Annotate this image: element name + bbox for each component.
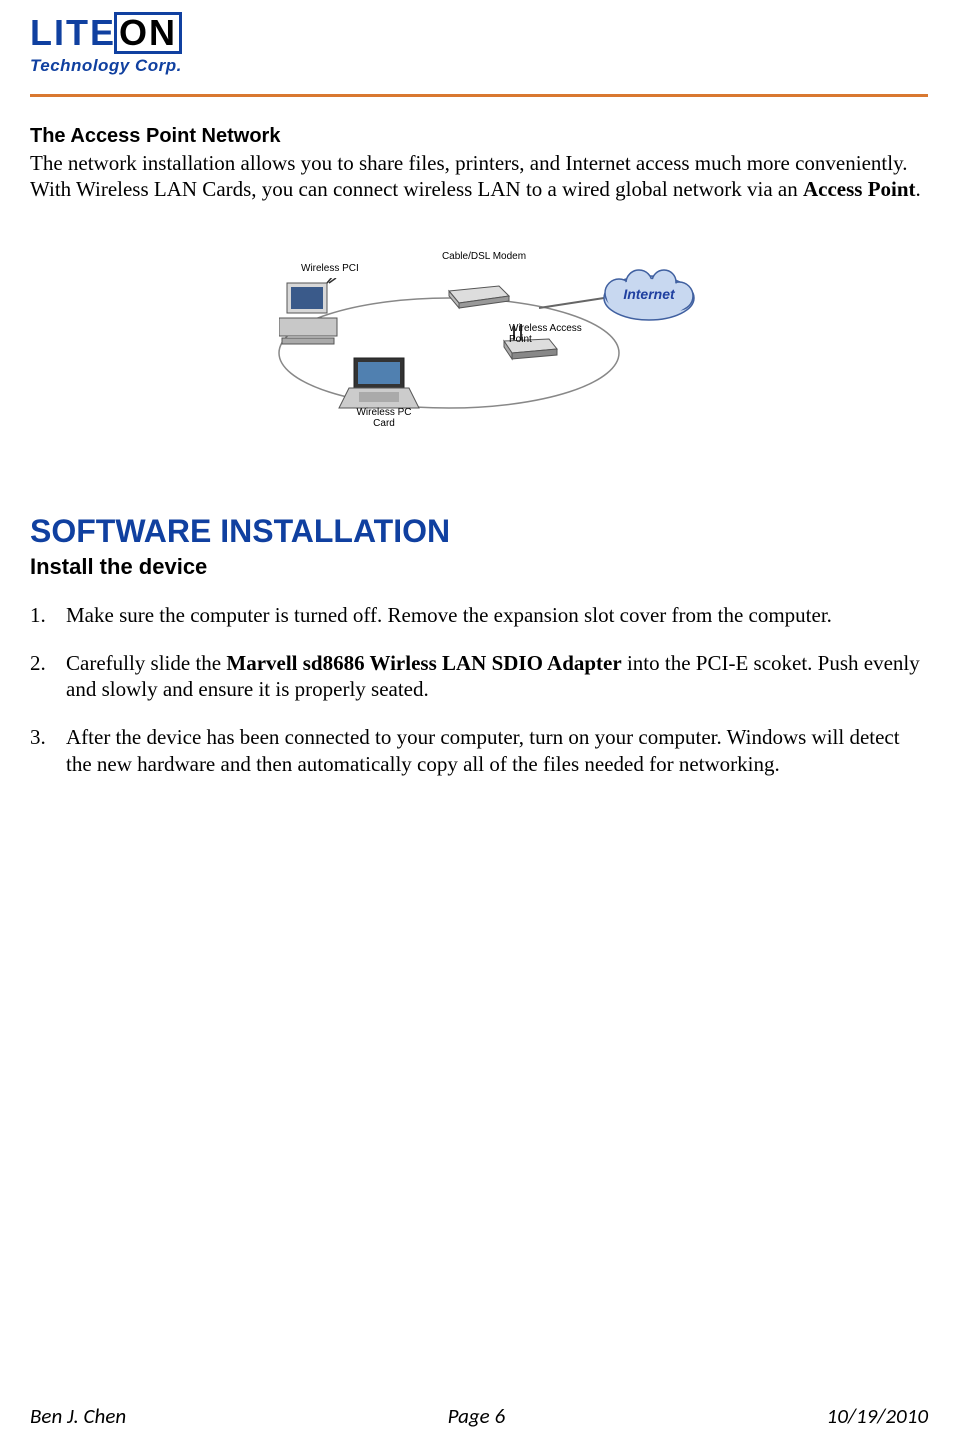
logo-text-part2: ON <box>114 12 182 54</box>
step-number: 2. <box>30 650 66 703</box>
step-number: 3. <box>30 724 66 777</box>
list-item: 3. After the device has been connected t… <box>30 724 928 777</box>
heading-software-installation: SOFTWARE INSTALLATION <box>30 513 928 550</box>
internet-label: Internet <box>599 286 699 302</box>
subtitle-install-device: Install the device <box>30 554 928 580</box>
step-number: 1. <box>30 602 66 628</box>
footer: Ben J. Chen Page 6 10/19/2010 <box>30 1403 928 1429</box>
modem-icon <box>439 271 519 316</box>
footer-date: 10/19/2010 <box>827 1403 928 1429</box>
logo-main: LITEON <box>30 12 182 54</box>
desktop-pc-icon <box>279 278 349 353</box>
body-text-bold: Access Point <box>803 177 916 201</box>
label-wireless-pci: Wireless PCI <box>301 263 359 274</box>
label-wireless-pc-card: Wireless PC Card <box>354 407 414 429</box>
logo: LITEON Technology Corp. <box>30 12 928 76</box>
list-item: 2. Carefully slide the Marvell sd8686 Wi… <box>30 650 928 703</box>
header: LITEON Technology Corp. <box>0 0 958 76</box>
footer-page: Page 6 <box>448 1403 505 1429</box>
internet-cloud-icon: Internet <box>599 268 699 323</box>
logo-text-part1: LITE <box>30 12 116 53</box>
list-item: 1. Make sure the computer is turned off.… <box>30 602 928 628</box>
content-area: The Access Point Network The network ins… <box>0 97 958 777</box>
footer-author: Ben J. Chen <box>30 1403 126 1429</box>
label-wireless-ap: Wireless Access Point <box>509 323 599 345</box>
install-steps-list: 1. Make sure the computer is turned off.… <box>30 602 928 777</box>
section-access-point: The Access Point Network The network ins… <box>30 125 928 203</box>
section-software-installation: SOFTWARE INSTALLATION Install the device… <box>30 513 928 777</box>
body-text-2: . <box>916 177 921 201</box>
step-text: Make sure the computer is turned off. Re… <box>66 602 928 628</box>
logo-subtitle: Technology Corp. <box>30 56 182 76</box>
section-title: The Access Point Network <box>30 125 928 148</box>
section-body: The network installation allows you to s… <box>30 150 928 203</box>
network-diagram: Wireless PCI Cable/DSL Modem <box>259 253 699 443</box>
body-text-1: The network installation allows you to s… <box>30 151 907 201</box>
diagram-container: Wireless PCI Cable/DSL Modem <box>30 253 928 443</box>
step-text: Carefully slide the Marvell sd8686 Wirle… <box>66 650 928 703</box>
step-text: After the device has been connected to y… <box>66 724 928 777</box>
label-cable-dsl: Cable/DSL Modem <box>434 251 534 262</box>
